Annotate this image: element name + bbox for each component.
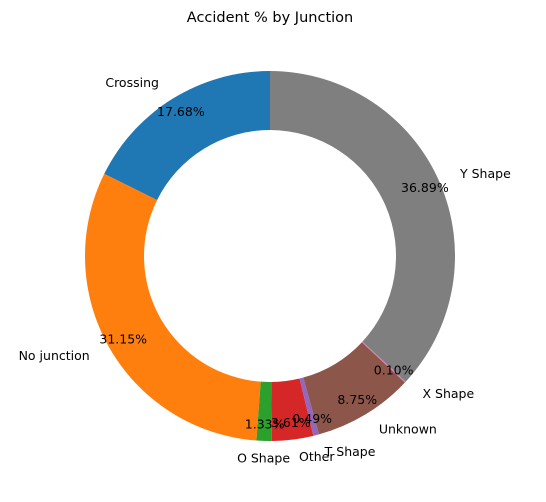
category-label-no-junction: No junction (19, 348, 90, 363)
chart-title: Accident % by Junction (187, 10, 353, 26)
slice-crossing (104, 71, 270, 201)
category-label-y-shape: Y Shape (459, 166, 511, 181)
percent-label-crossing: 17.68% (157, 104, 205, 119)
slice-unknown (303, 342, 405, 435)
slice-y-shape (270, 71, 455, 382)
percent-label-unknown: 8.75% (337, 392, 377, 407)
slice-t-shape (299, 377, 319, 436)
percent-label-x-shape: 0.10% (374, 363, 414, 378)
slice-other (271, 378, 314, 441)
category-label-crossing: Crossing (105, 75, 159, 90)
slice-no-junction (84, 173, 261, 441)
slices-group (84, 71, 455, 441)
category-label-other: Other (299, 449, 335, 464)
category-label-t-shape: T Shape (324, 444, 376, 459)
percent-label-o-shape: 1.33% (245, 416, 285, 431)
percent-label-no-junction: 31.15% (99, 331, 147, 346)
percent-labels-group: 17.68% 31.15% 1.33%3.61%0.49% 8.75% 0.10% 36.… (99, 104, 448, 432)
percent-label-y-shape: 36.89% (401, 180, 449, 195)
percent-label-other: 3.61% (271, 415, 311, 430)
percent-label-t-shape: 0.49% (292, 411, 332, 426)
category-label-o-shape: O Shape (237, 450, 290, 465)
category-label-unknown: Unknown (379, 421, 437, 436)
slice-o-shape (256, 381, 272, 441)
category-label-x-shape: X Shape (423, 386, 475, 401)
slice-x-shape (361, 341, 406, 383)
